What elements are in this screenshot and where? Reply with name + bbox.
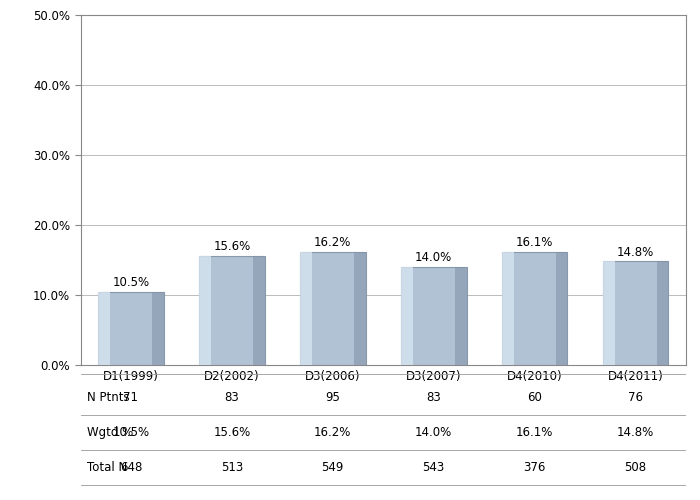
Text: 71: 71 (123, 391, 139, 404)
Bar (657, 262, 668, 365)
Bar (253, 256, 265, 365)
Bar (603, 262, 668, 365)
Bar (98, 292, 164, 365)
Bar (199, 256, 211, 365)
Bar (300, 252, 312, 365)
Text: 10.5%: 10.5% (113, 276, 150, 288)
Bar (603, 262, 615, 365)
Bar (401, 267, 413, 365)
Text: 83: 83 (426, 391, 441, 404)
Text: 513: 513 (220, 461, 243, 474)
Text: N Ptnts: N Ptnts (87, 391, 130, 404)
Bar (199, 256, 265, 365)
Text: 15.6%: 15.6% (214, 240, 251, 253)
Bar (455, 267, 466, 365)
Text: 549: 549 (321, 461, 344, 474)
Bar (401, 267, 466, 365)
Text: 76: 76 (628, 391, 643, 404)
Text: 16.1%: 16.1% (516, 426, 553, 439)
Text: 10.5%: 10.5% (113, 426, 150, 439)
Text: 83: 83 (225, 391, 239, 404)
Bar (98, 292, 110, 365)
Bar (354, 252, 365, 365)
Text: 16.1%: 16.1% (516, 236, 553, 250)
Text: 15.6%: 15.6% (214, 426, 251, 439)
Text: 376: 376 (524, 461, 546, 474)
Text: 508: 508 (624, 461, 647, 474)
Text: 95: 95 (326, 391, 340, 404)
Text: 14.8%: 14.8% (617, 426, 655, 439)
Bar (300, 252, 365, 365)
Text: Wgtd %: Wgtd % (87, 426, 133, 439)
Text: 648: 648 (120, 461, 142, 474)
Bar (502, 252, 568, 365)
Text: 14.0%: 14.0% (415, 426, 452, 439)
Bar (502, 252, 514, 365)
Text: 543: 543 (423, 461, 445, 474)
Text: 14.0%: 14.0% (415, 251, 452, 264)
Text: 60: 60 (527, 391, 542, 404)
Text: 14.8%: 14.8% (617, 246, 655, 258)
Text: 16.2%: 16.2% (314, 236, 351, 249)
Bar (152, 292, 164, 365)
Text: 16.2%: 16.2% (314, 426, 351, 439)
Text: Total N: Total N (87, 461, 127, 474)
Bar (556, 252, 568, 365)
